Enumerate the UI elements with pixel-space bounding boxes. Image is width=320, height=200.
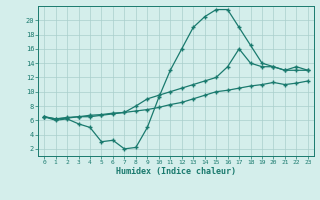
X-axis label: Humidex (Indice chaleur): Humidex (Indice chaleur) <box>116 167 236 176</box>
